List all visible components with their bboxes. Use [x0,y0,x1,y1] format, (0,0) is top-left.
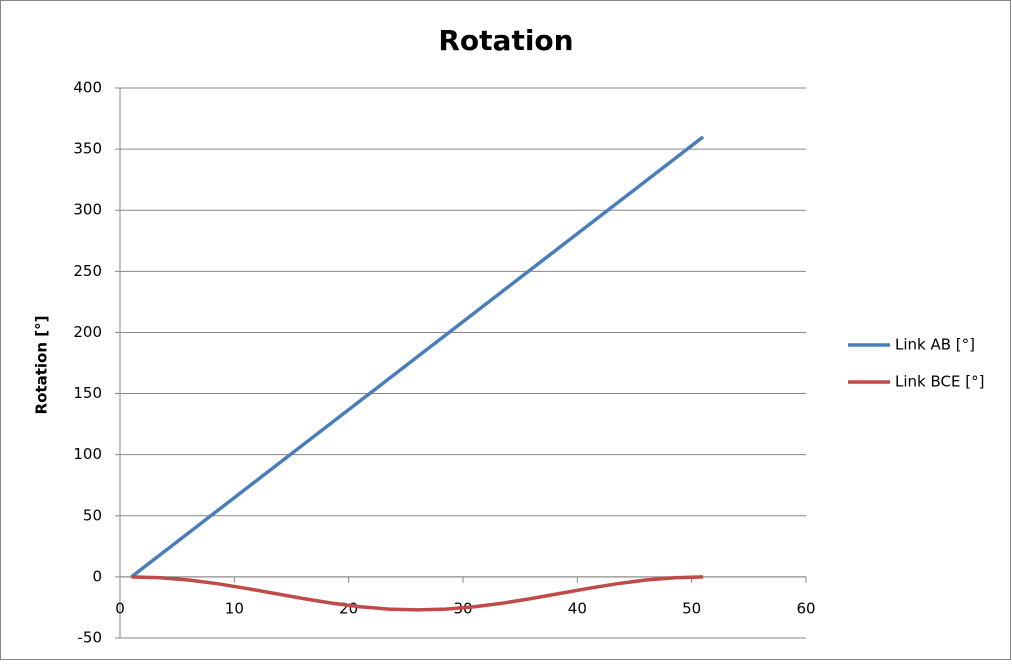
chart-title: Rotation [438,24,573,57]
y-tick-label: 50 [83,506,102,524]
x-tick-label: 50 [682,599,701,617]
legend-label: Link BCE [°] [895,373,984,391]
x-tick-label: 60 [796,599,815,617]
y-tick-label: 350 [73,140,102,158]
x-tick-label: 20 [339,599,358,617]
y-tick-label: 400 [73,79,102,97]
y-axis-label: Rotation [°] [33,316,51,415]
y-tick-label: 100 [73,445,102,463]
y-tick-label: 150 [73,384,102,402]
series-line [130,135,705,579]
y-tick-label: 300 [73,201,102,219]
x-tick-label: 40 [568,599,587,617]
y-tick-label: 250 [73,262,102,280]
series-line [131,575,704,612]
x-tick-label: 10 [225,599,244,617]
legend-label: Link AB [°] [895,336,975,354]
y-tick-label: -50 [78,629,103,647]
y-tick-label: 0 [92,567,102,585]
y-tick-label: 200 [73,323,102,341]
x-tick-label: 0 [115,599,125,617]
